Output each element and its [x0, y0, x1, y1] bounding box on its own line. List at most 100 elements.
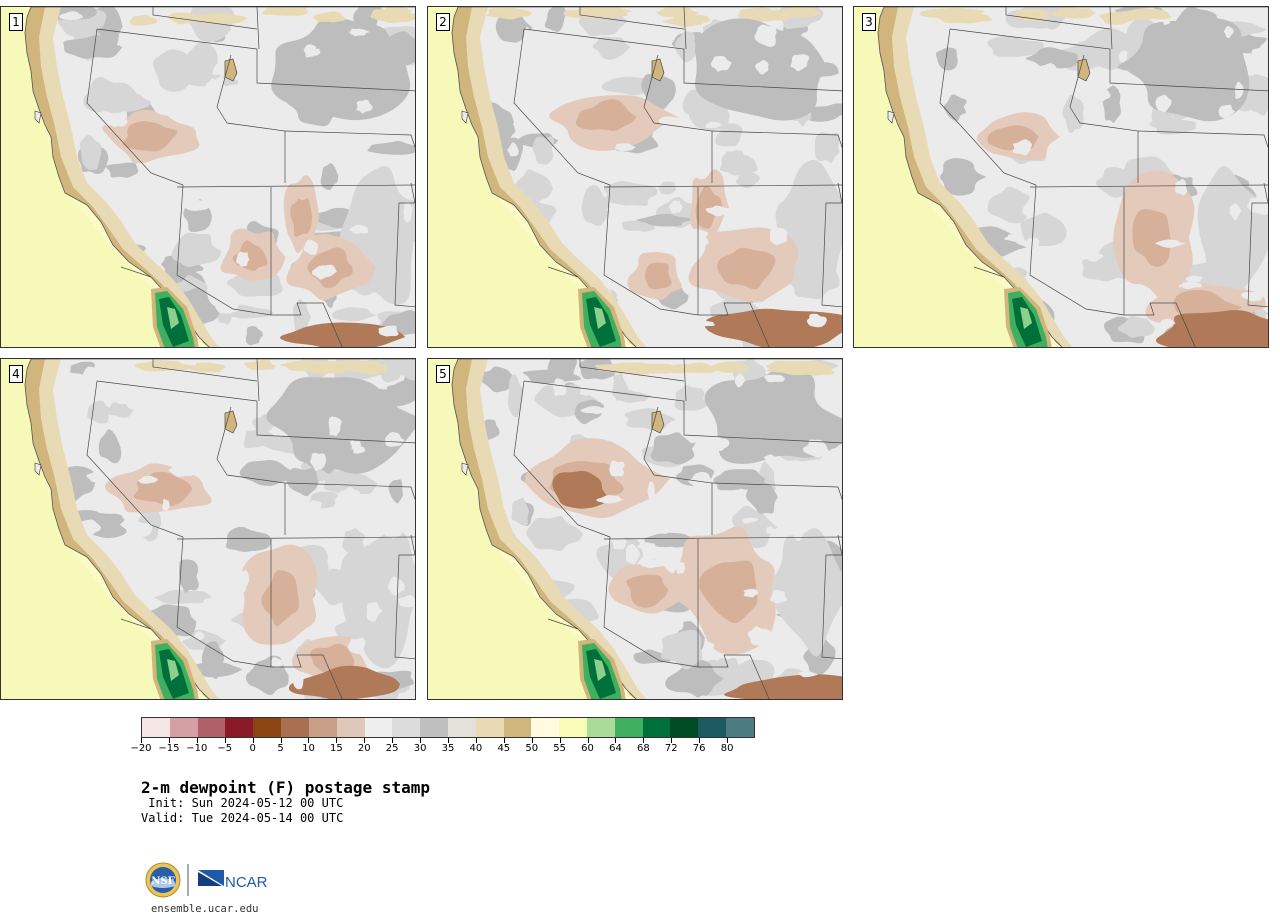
coastal-band	[452, 7, 636, 347]
gulf-water-shallow	[167, 307, 179, 329]
state-border	[284, 482, 415, 501]
state-border	[256, 7, 260, 50]
dewpoint-region	[736, 171, 760, 188]
state-border	[643, 406, 713, 535]
panel-label: 1	[9, 13, 23, 31]
dewpoint-region	[1155, 310, 1268, 347]
colorbar-tick	[224, 738, 226, 743]
dewpoint-region	[783, 120, 802, 128]
dewpoint-region	[205, 78, 222, 93]
state-border	[523, 380, 842, 444]
dewpoint-region	[1155, 239, 1186, 248]
dewpoint-region	[310, 452, 327, 472]
dewpoint-region	[134, 359, 196, 372]
dewpoint-region	[688, 472, 712, 490]
coastline	[24, 359, 415, 699]
dewpoint-region	[1182, 156, 1208, 178]
dewpoint-region	[935, 47, 958, 71]
dewpoint-region	[1251, 45, 1268, 60]
colorbar-swatch	[253, 718, 282, 737]
colorbar-tick	[392, 738, 394, 743]
state-border	[120, 266, 152, 278]
dewpoint-region	[622, 63, 638, 73]
dewpoint-region	[1185, 275, 1203, 283]
colorbar-swatch	[531, 718, 560, 737]
state-border	[698, 654, 770, 699]
state-border	[176, 536, 272, 668]
dewpoint-region	[349, 28, 370, 37]
colorbar	[141, 717, 755, 738]
dewpoint-region	[236, 251, 250, 267]
colorbar-swatch	[614, 718, 643, 737]
dewpoint-region	[1062, 94, 1084, 134]
colorbar-tick	[141, 738, 142, 743]
state-border	[1029, 184, 1268, 188]
dewpoint-region	[328, 416, 342, 437]
gulf-water-shallow	[594, 659, 606, 681]
dewpoint-region	[669, 200, 683, 214]
colorbar-swatch	[308, 718, 337, 737]
dewpoint-region	[336, 141, 348, 163]
state-border	[949, 28, 1268, 92]
dewpoint-region	[640, 559, 669, 569]
dewpoint-region	[1241, 292, 1268, 302]
dewpoint-region	[552, 378, 567, 396]
website-label: ensemble.ucar.edu	[151, 903, 259, 915]
state-border	[579, 7, 685, 30]
state-border	[523, 28, 842, 92]
coastline	[877, 7, 1268, 347]
colorbar-swatch	[336, 718, 365, 737]
dewpoint-region	[154, 589, 212, 604]
dewpoint-region	[366, 602, 383, 622]
svg-text:NCAR: NCAR	[225, 874, 268, 891]
coastal-band	[452, 359, 636, 699]
dewpoint-region	[1229, 203, 1242, 221]
dewpoint-region	[342, 528, 365, 555]
dewpoint-region	[790, 54, 810, 72]
colorbar-tick	[727, 738, 729, 743]
dewpoint-region	[596, 495, 623, 504]
dewpoint-region	[745, 9, 794, 22]
dewpoint-region	[1149, 116, 1197, 135]
dewpoint-region	[87, 400, 111, 424]
logos: NSF NCAR	[144, 860, 284, 920]
colorbar-tick-label: 10	[302, 743, 315, 754]
dewpoint-region	[340, 530, 415, 669]
colorbar-tick	[475, 738, 477, 743]
dewpoint-region	[332, 307, 377, 322]
state-border	[821, 182, 842, 308]
colorbar-tick-label: 80	[720, 743, 734, 754]
colorbar-tick	[168, 738, 170, 743]
dewpoint-region	[705, 642, 715, 649]
colorbar-tick-label: −20	[130, 743, 152, 754]
state-border	[1069, 54, 1139, 183]
dewpoint-region	[286, 467, 319, 497]
dewpoint-region	[239, 459, 295, 486]
state-border	[513, 380, 611, 538]
dewpoint-region	[1020, 212, 1067, 246]
colorbar-swatch	[225, 718, 254, 737]
state-border	[394, 534, 415, 660]
dewpoint-region	[245, 326, 263, 346]
dewpoint-region	[311, 264, 337, 280]
state-border	[394, 182, 415, 308]
dewpoint-region	[710, 361, 750, 373]
dewpoint-region	[806, 313, 827, 328]
colorbar-tick-label: 50	[525, 743, 539, 754]
dewpoint-region	[755, 60, 769, 75]
colorbar-swatch	[420, 718, 448, 737]
state-border	[547, 266, 579, 278]
dewpoint-region	[171, 232, 222, 268]
state-border	[1109, 7, 1113, 50]
dewpoint-region	[785, 654, 803, 662]
dewpoint-region	[614, 143, 637, 152]
dewpoint-region	[106, 402, 134, 418]
dewpoint-region	[403, 201, 413, 223]
dewpoint-region	[243, 428, 274, 449]
dewpoint-region	[82, 366, 101, 383]
panel: 5	[427, 358, 843, 700]
dewpoint-region	[526, 515, 584, 551]
dewpoint-region	[562, 231, 580, 240]
state-border	[176, 536, 415, 540]
dewpoint-region	[292, 672, 304, 690]
